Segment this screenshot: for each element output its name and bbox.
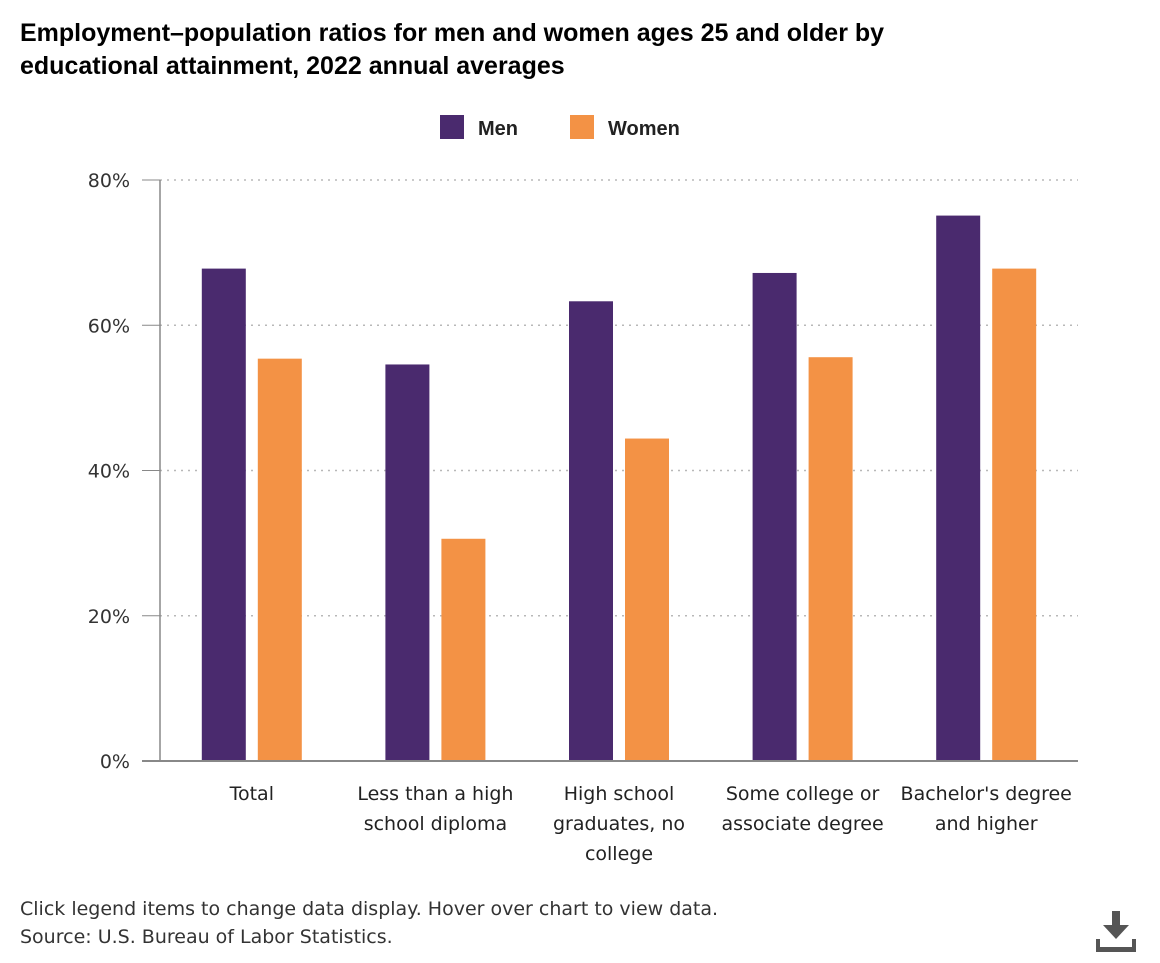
chart-title: Employment–population ratios for men and… <box>20 17 1120 83</box>
y-tick-label: 0% <box>100 751 130 773</box>
y-tick-label: 20% <box>88 606 130 628</box>
bar-men: 75.1 <box>936 215 981 761</box>
x-tick-label: associate degree <box>721 813 883 835</box>
x-tick-label: college <box>585 843 653 865</box>
legend-item-women[interactable]: Women <box>570 115 680 140</box>
x-tick-label: graduates, no <box>553 813 685 835</box>
legend-label: Women <box>608 118 680 140</box>
x-tick-label: High school <box>564 783 675 805</box>
chart-title-line-2: educational attainment, 2022 annual aver… <box>20 52 565 80</box>
bar-women: 55.6 <box>808 357 853 761</box>
y-tick-label: 60% <box>88 315 130 337</box>
legend-swatch <box>440 115 464 139</box>
y-tick-label: 80% <box>88 170 130 192</box>
bar-men: 54.6 <box>385 364 430 761</box>
bar-women: 44.4 <box>625 438 669 761</box>
x-tick-label: Total <box>229 783 274 805</box>
legend-item-men[interactable]: Men <box>440 115 518 140</box>
bar-men: 63.3 <box>569 301 613 761</box>
x-tick-label: Bachelor's degree <box>901 783 1072 805</box>
bar-chart: 0%20%40%60%80%67.855.4Total54.630.6 Less … <box>88 115 1078 865</box>
x-tick-label: school diploma <box>364 813 507 835</box>
legend-swatch <box>570 115 594 139</box>
x-tick-label: and higher <box>935 813 1038 835</box>
chart-note: Click legend items to change data displa… <box>20 898 719 920</box>
chart-title-line-1: Employment–population ratios for men and… <box>20 19 885 47</box>
bar-men: 67.8 <box>201 268 246 761</box>
legend-label: Men <box>478 118 518 140</box>
x-tick-label: Some college or <box>726 783 880 805</box>
download-button[interactable] <box>1090 908 1140 958</box>
bar-men: 67.2 <box>752 272 797 761</box>
bar-women: 67.8 <box>992 268 1037 761</box>
bar-women: 55.4 <box>257 358 302 761</box>
y-tick-label: 40% <box>88 461 130 483</box>
download-icon <box>1096 911 1136 952</box>
bar-women: 30.6 <box>441 538 486 761</box>
x-tick-label: Less than a high <box>357 783 513 805</box>
chart-footer: Click legend items to change data displa… <box>20 895 718 951</box>
chart-source: Source: U.S. Bureau of Labor Statistics. <box>20 926 393 948</box>
